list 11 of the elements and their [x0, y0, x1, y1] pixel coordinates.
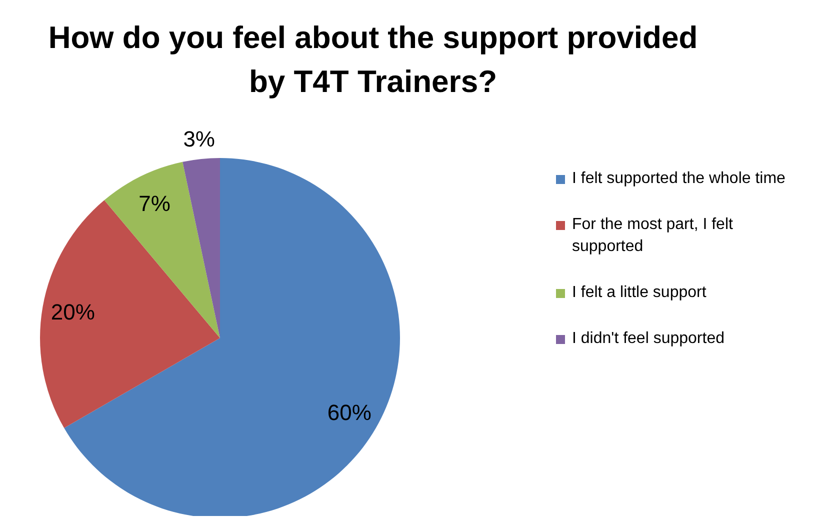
legend-label: For the most part, I felt supported [572, 215, 734, 257]
legend-label: I didn't feel supported [572, 329, 724, 349]
chart-title: How do you feel about the support provided by T4T Trainers? [48, 19, 698, 101]
legend-label: I felt a little support [572, 283, 706, 303]
pie-slice [182, 158, 220, 338]
data-label: 20% [50, 300, 95, 325]
data-label: 7% [138, 191, 170, 216]
legend-label: I felt supported the whole time [572, 169, 786, 189]
pie-slice [104, 162, 220, 338]
data-label: 3% [183, 126, 215, 152]
data-label: 60% [327, 400, 372, 426]
